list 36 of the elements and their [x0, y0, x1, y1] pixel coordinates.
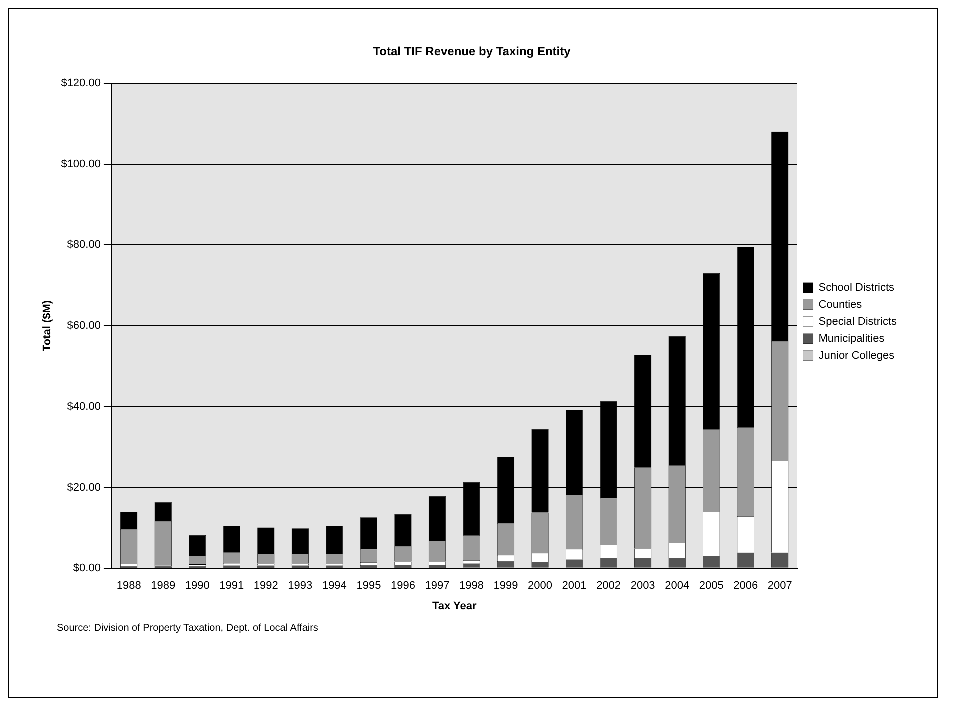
y-tick-label: $20.00	[67, 482, 101, 494]
x-tick-label: 1999	[494, 580, 518, 592]
x-tick-label: 1993	[288, 580, 313, 592]
y-tick-label: $80.00	[67, 239, 101, 252]
legend-label: Junior Colleges	[818, 350, 896, 362]
legend-label: Municipalities	[818, 333, 886, 346]
x-tick-label: 1992	[254, 580, 278, 592]
y-tick-label: $100.00	[61, 158, 101, 170]
x-tick-label: 1995	[356, 580, 382, 592]
x-tick-label: 2004	[665, 580, 690, 592]
y-tick-label: $40.00	[67, 400, 101, 413]
x-tick-label: 1997	[425, 580, 450, 592]
source-note: Source: Division of Property Taxation, Dept. of Local Affairs	[57, 623, 320, 634]
x-tick-label: 1991	[220, 580, 244, 592]
x-tick-label: 2000	[528, 580, 553, 592]
x-axis-title: Tax Year	[432, 600, 478, 612]
x-tick-label: 1989	[151, 580, 176, 592]
x-tick-label: 1988	[116, 580, 142, 592]
y-tick-label: $0.00	[73, 562, 101, 575]
y-tick-label: $60.00	[67, 320, 101, 332]
y-tick-label: $120.00	[61, 77, 101, 90]
x-tick-label: 1996	[390, 580, 416, 592]
legend-label: School Districts	[818, 282, 896, 294]
x-tick-label: 2006	[734, 580, 758, 592]
y-axis-title: Total ($M)	[42, 300, 54, 352]
x-tick-label: 2007	[768, 580, 792, 592]
chart-title: Total TIF Revenue by Taxing Entity	[373, 44, 572, 59]
x-tick-label: 2001	[562, 580, 587, 592]
x-tick-label: 1990	[185, 580, 210, 592]
legend-label: Special Districts	[818, 316, 898, 328]
x-tick-label: 1998	[460, 580, 484, 592]
x-tick-label: 1994	[322, 580, 347, 592]
x-tick-label: 2005	[699, 580, 724, 592]
legend-label: Counties	[818, 299, 863, 312]
x-tick-label: 2003	[630, 580, 656, 592]
x-tick-label: 2002	[596, 580, 622, 592]
